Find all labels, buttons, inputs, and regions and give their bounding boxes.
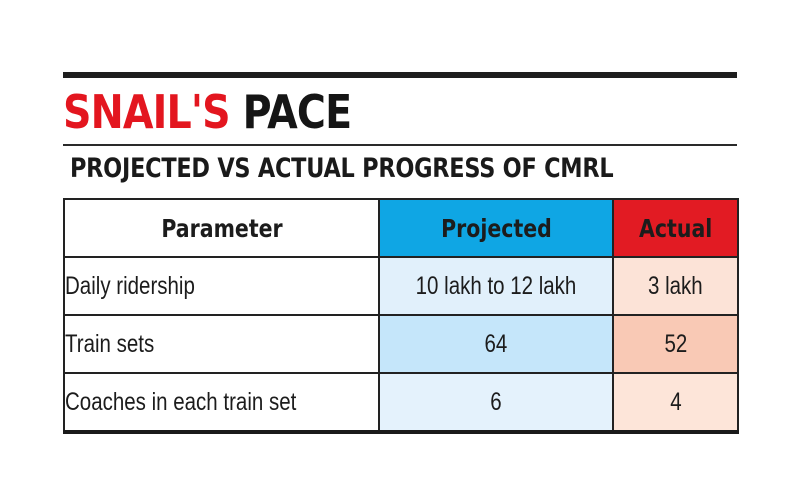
table-row: Train sets 64 52	[63, 314, 739, 374]
header-actual: Actual	[612, 198, 739, 258]
cell-projected: 10 lakh to 12 lakh	[378, 256, 614, 316]
headline-black-part: PACE	[242, 85, 352, 139]
table-header-row: Parameter Projected Actual	[63, 198, 739, 258]
top-divider-rule	[63, 72, 737, 78]
headline-red-part: SNAIL'S	[63, 85, 231, 139]
cell-actual: 3 lakh	[612, 256, 739, 316]
header-projected: Projected	[378, 198, 614, 258]
cell-actual: 52	[612, 314, 739, 374]
table-row: Daily ridership 10 lakh to 12 lakh 3 lak…	[63, 256, 739, 316]
header-parameter: Parameter	[63, 198, 380, 258]
cell-parameter: Daily ridership	[63, 256, 380, 316]
comparison-table: Parameter Projected Actual Daily ridersh…	[63, 198, 739, 434]
cell-actual: 4	[612, 372, 739, 434]
headline: SNAIL'S PACE	[63, 84, 352, 140]
cell-projected: 6	[378, 372, 614, 434]
cell-parameter: Coaches in each train set	[63, 372, 380, 434]
subheadline: PROJECTED VS ACTUAL PROGRESS OF CMRL	[70, 153, 614, 184]
table-row: Coaches in each train set 6 4	[63, 372, 739, 434]
cell-projected: 64	[378, 314, 614, 374]
title-divider-rule	[63, 144, 737, 146]
cell-parameter: Train sets	[63, 314, 380, 374]
